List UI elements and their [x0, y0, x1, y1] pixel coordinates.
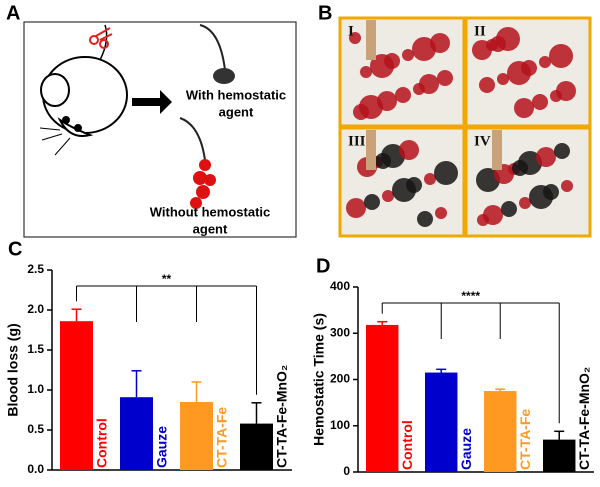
y-tick-label: 2.0 [27, 302, 44, 316]
stain [382, 190, 394, 202]
y-axis-label: Hemostatic Time (s) [311, 313, 327, 446]
y-tick-label: 0 [343, 464, 350, 478]
stain [479, 77, 495, 93]
stain [353, 104, 369, 120]
stain [349, 32, 361, 44]
tail [179, 117, 206, 161]
panel-frame [23, 21, 297, 238]
x-tick-label: CT-TA-Fe-MnO₂ [274, 365, 290, 468]
stain [549, 44, 573, 68]
photo-label: II [474, 23, 486, 39]
significance-label: ** [162, 272, 172, 286]
panel-label: B [318, 2, 332, 24]
stain [529, 185, 553, 209]
y-tick-label: 100 [330, 418, 350, 432]
bar [60, 321, 93, 470]
y-tick-label: 300 [330, 325, 350, 339]
panel-label: A [6, 2, 20, 24]
x-tick-label: Gauze [458, 428, 474, 470]
x-tick-label: CT-TA-Fe-MnO₂ [576, 367, 592, 470]
stain [519, 197, 531, 209]
stain [395, 87, 411, 103]
clot [213, 68, 235, 84]
mouse [39, 24, 128, 156]
y-axis-label: Blood loss (g) [5, 323, 21, 416]
tube [366, 20, 376, 60]
stain [507, 61, 531, 85]
x-tick-label: Control [94, 418, 110, 468]
annotation: With hemostatic [186, 87, 286, 102]
photo-label: IV [474, 133, 491, 149]
arrow [132, 90, 172, 114]
stain [514, 98, 534, 118]
x-tick-label: CT-TA-Fe [214, 407, 230, 468]
stain [375, 153, 391, 169]
panel-label: C [8, 238, 22, 260]
stain [490, 36, 506, 52]
bar [425, 372, 458, 472]
x-tick-label: CT-TA-Fe [517, 409, 533, 470]
y-tick-label: 1.5 [27, 342, 44, 356]
stain [437, 70, 453, 86]
blood-drops [190, 159, 216, 209]
stain [413, 83, 425, 95]
stain [360, 66, 372, 78]
y-tick-label: 200 [330, 372, 350, 386]
annotation: agent [193, 221, 228, 236]
stain [554, 143, 570, 159]
stain [430, 33, 450, 53]
stain [435, 207, 447, 219]
significance-label: **** [461, 289, 480, 303]
photo-label: I [348, 23, 354, 39]
panel-label: D [316, 255, 330, 277]
y-tick-label: 400 [330, 279, 350, 293]
stain [477, 214, 489, 226]
scissors-icon [89, 27, 113, 49]
stain [501, 201, 517, 217]
bar [180, 402, 213, 470]
y-tick-label: 0.5 [27, 422, 44, 436]
annotation: Without hemostatic [150, 204, 271, 219]
stain [536, 147, 556, 167]
stain [512, 160, 528, 176]
stain [561, 180, 573, 192]
bar [120, 397, 153, 470]
x-tick-label: Gauze [154, 426, 170, 468]
stain [497, 73, 509, 85]
stain [550, 90, 562, 102]
stain [346, 198, 366, 218]
annotation: agent [219, 104, 254, 119]
bar [240, 423, 273, 470]
stain [434, 161, 458, 185]
photo-label: III [348, 133, 366, 149]
stain [532, 94, 548, 110]
tube [366, 130, 376, 170]
y-tick-label: 0.0 [27, 462, 44, 476]
y-tick-label: 2.5 [27, 262, 44, 276]
tube [492, 130, 502, 170]
stain [539, 56, 551, 68]
x-tick-label: Control [399, 420, 415, 470]
bar [366, 324, 399, 472]
stain [377, 91, 397, 111]
stain [392, 178, 416, 202]
tail [199, 24, 226, 71]
y-tick-label: 1.0 [27, 382, 44, 396]
stain [399, 140, 419, 160]
stain [364, 194, 380, 210]
bar [543, 439, 576, 472]
stain [424, 173, 436, 185]
stain [472, 40, 492, 60]
bar [484, 391, 517, 472]
stain [417, 211, 433, 227]
stain [402, 49, 414, 61]
